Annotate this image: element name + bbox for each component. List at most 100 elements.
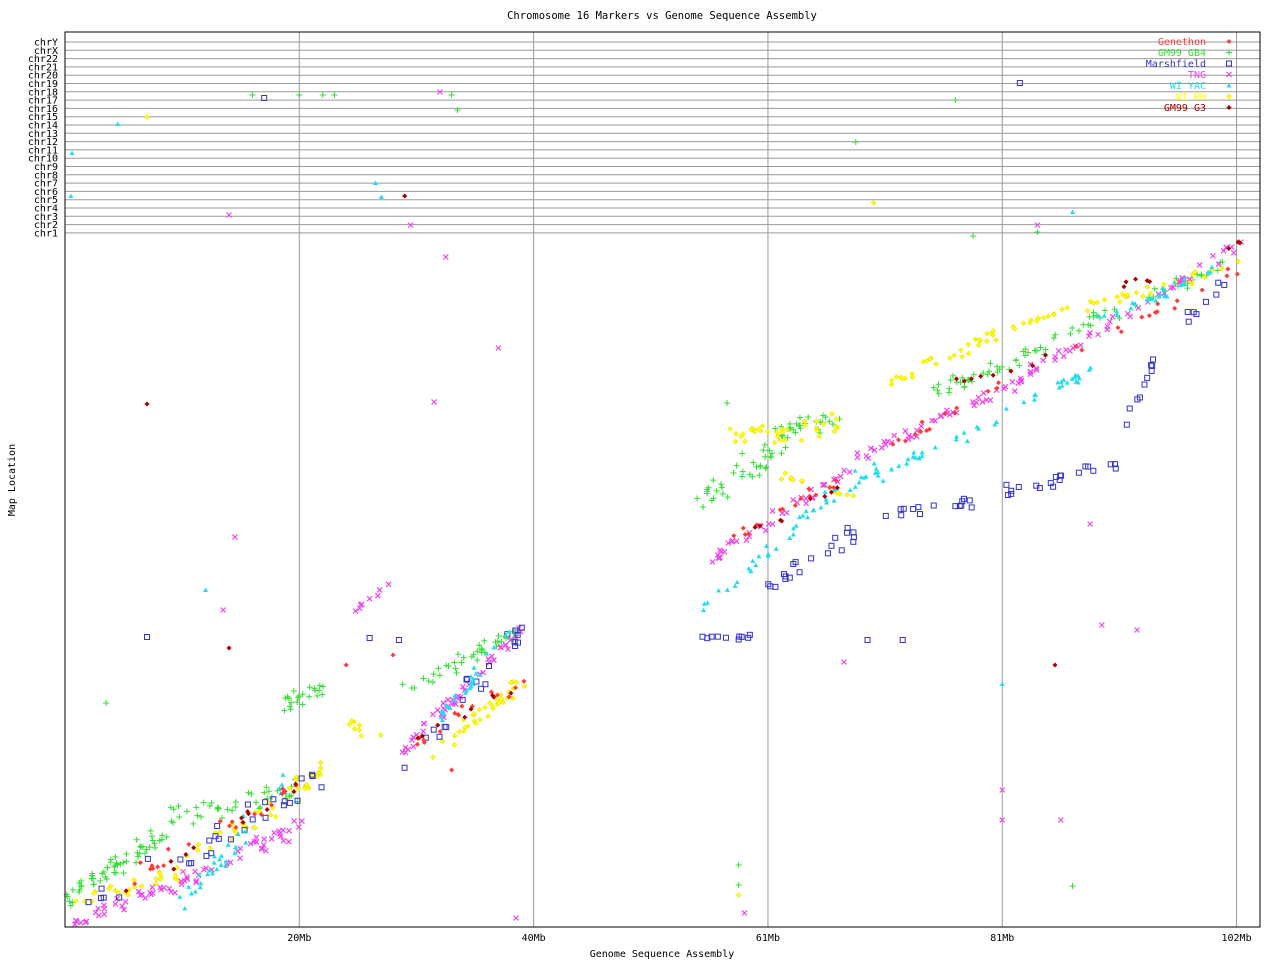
data-point <box>196 872 202 877</box>
data-point <box>366 635 373 641</box>
data-point <box>911 450 917 455</box>
data-point <box>798 437 805 444</box>
data-point <box>482 704 488 711</box>
data-point <box>1082 463 1089 470</box>
data-point <box>1050 335 1057 342</box>
data-point <box>294 797 301 804</box>
data-point <box>899 375 905 382</box>
data-point <box>71 921 78 928</box>
data-point <box>137 892 144 899</box>
data-point <box>104 864 111 871</box>
data-point <box>762 527 769 534</box>
data-point <box>793 420 800 427</box>
data-point <box>719 484 726 491</box>
data-point <box>1015 380 1022 386</box>
legend-label: Marshfield <box>1146 59 1206 70</box>
data-point <box>1069 324 1076 331</box>
data-point <box>1114 294 1121 300</box>
data-point <box>979 399 986 405</box>
data-point <box>402 744 409 751</box>
data-point <box>980 389 987 396</box>
legend-label: WI YAC <box>1170 81 1206 92</box>
data-point <box>480 669 487 676</box>
data-point <box>704 490 711 497</box>
data-point <box>101 905 108 912</box>
data-point <box>828 489 834 495</box>
data-point <box>822 493 828 499</box>
data-point <box>461 728 467 734</box>
data-point <box>474 648 481 655</box>
data-point <box>1220 247 1227 254</box>
chr-label: chr6 <box>34 187 58 198</box>
data-point <box>331 92 338 98</box>
data-point <box>746 471 753 478</box>
data-point <box>298 818 305 824</box>
data-point <box>497 691 504 698</box>
data-point <box>820 421 827 427</box>
data-point <box>844 524 851 531</box>
data-point <box>701 607 707 613</box>
data-point <box>1124 291 1130 298</box>
data-point <box>235 831 241 836</box>
chr-label: chr5 <box>34 195 58 206</box>
data-point <box>797 514 803 520</box>
data-point <box>248 790 255 797</box>
data-point <box>814 427 820 434</box>
data-point <box>253 799 260 806</box>
data-point <box>1214 267 1221 274</box>
data-point <box>1114 309 1120 314</box>
data-point <box>880 478 886 483</box>
chr-label: chr4 <box>34 204 58 215</box>
data-point <box>954 434 960 439</box>
data-point <box>194 847 201 854</box>
data-point <box>295 785 302 792</box>
data-point <box>142 850 149 857</box>
data-point <box>756 553 762 559</box>
data-point <box>316 682 323 689</box>
data-point <box>395 637 402 643</box>
data-point <box>262 814 269 821</box>
data-point <box>1021 399 1027 405</box>
data-point <box>699 633 706 640</box>
data-point <box>147 827 154 834</box>
data-point <box>735 862 742 868</box>
data-point <box>990 372 996 378</box>
data-point <box>223 863 229 868</box>
data-point <box>984 371 991 378</box>
chr-label: chr14 <box>28 121 58 132</box>
data-point <box>919 449 925 455</box>
data-point <box>485 713 491 720</box>
data-point <box>950 372 957 379</box>
data-point <box>106 885 112 892</box>
data-point <box>1186 276 1193 283</box>
data-point <box>443 702 449 708</box>
data-point <box>805 414 812 421</box>
data-point <box>1134 627 1140 633</box>
data-point <box>923 358 930 364</box>
data-point <box>888 381 895 388</box>
data-point <box>513 679 520 686</box>
data-point <box>733 462 740 469</box>
data-point <box>895 437 901 443</box>
legend-marker <box>1226 49 1232 56</box>
data-point <box>731 533 737 539</box>
data-point <box>863 453 870 459</box>
data-point <box>752 524 758 530</box>
data-point <box>1052 473 1059 480</box>
data-point <box>265 788 272 795</box>
data-point <box>198 880 204 886</box>
data-point <box>1134 396 1141 403</box>
data-point <box>978 373 984 379</box>
data-point <box>112 862 119 869</box>
data-point <box>1055 348 1062 354</box>
data-point <box>274 787 281 794</box>
data-point <box>1040 357 1047 364</box>
y-axis-label: Map Location <box>7 444 18 516</box>
data-point <box>805 514 811 520</box>
data-point <box>448 92 455 98</box>
data-point <box>366 595 373 602</box>
data-point <box>261 789 268 796</box>
data-point <box>506 694 512 700</box>
data-point <box>1111 306 1118 313</box>
data-point <box>1133 276 1139 282</box>
